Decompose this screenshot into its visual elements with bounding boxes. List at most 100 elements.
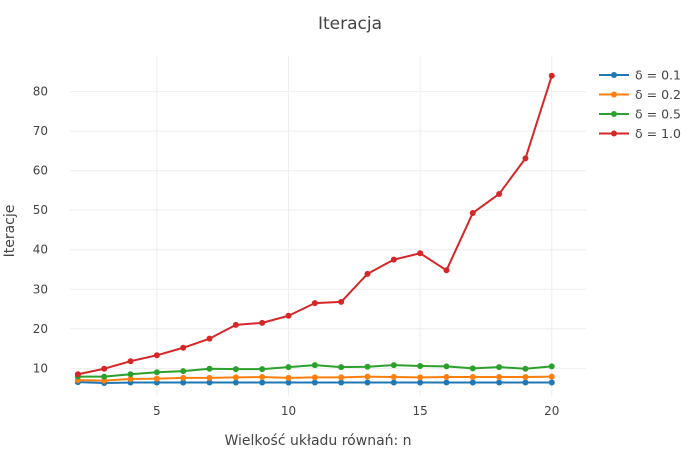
data-point [180, 379, 187, 386]
data-point [469, 209, 476, 216]
series-line [77, 75, 553, 376]
y-tick-label: 30 [33, 282, 48, 296]
data-point [311, 379, 318, 386]
series-3 [74, 362, 555, 380]
legend-marker [611, 111, 617, 117]
data-point [206, 365, 213, 372]
data-point [443, 379, 450, 386]
data-point [180, 344, 187, 351]
data-point [548, 72, 555, 79]
data-point [364, 363, 371, 370]
data-point [417, 379, 424, 386]
data-point [338, 374, 345, 381]
data-point [496, 379, 503, 386]
data-point [496, 364, 503, 371]
data-point [338, 364, 345, 371]
data-point [153, 352, 160, 359]
series-4 [74, 72, 555, 378]
data-point [548, 363, 555, 370]
legend-item[interactable]: δ = 1.0 [599, 126, 681, 141]
data-point [285, 364, 292, 371]
series-layer [74, 72, 555, 386]
data-point [206, 374, 213, 381]
data-point [127, 358, 134, 365]
data-point [364, 379, 371, 386]
data-point [522, 379, 529, 386]
legend-item[interactable]: δ = 0.1 [599, 68, 681, 83]
y-tick-label: 60 [33, 164, 48, 178]
x-tick-label: 15 [413, 404, 428, 418]
legend-marker [611, 72, 617, 78]
data-point [180, 368, 187, 375]
data-point [548, 379, 555, 386]
data-point [74, 371, 81, 378]
data-point [285, 374, 292, 381]
legend[interactable]: δ = 0.1 δ = 0.2 δ = 0.5 δ = 1.0 [599, 68, 681, 142]
legend-item[interactable]: δ = 0.2 [599, 87, 681, 102]
data-point [311, 300, 318, 307]
data-point [390, 256, 397, 263]
data-point [522, 374, 529, 381]
data-point [153, 375, 160, 382]
legend-marker [611, 91, 617, 98]
data-point [259, 379, 266, 386]
series-2 [74, 373, 555, 384]
legend-item[interactable]: δ = 0.5 [599, 107, 681, 122]
tick-labels: 5 10 15 20 10 20 30 40 50 60 70 80 [33, 85, 560, 418]
data-point [285, 379, 292, 386]
x-tick-label: 20 [544, 404, 559, 418]
y-tick-label: 20 [33, 322, 48, 336]
data-point [232, 321, 239, 328]
data-point [232, 379, 239, 386]
y-tick-label: 70 [33, 124, 48, 138]
data-point [259, 319, 266, 326]
legend-marker [611, 130, 617, 137]
y-tick-label: 10 [33, 361, 48, 375]
data-point [443, 363, 450, 370]
data-point [338, 298, 345, 305]
data-point [153, 369, 160, 376]
data-point [390, 379, 397, 386]
y-axis-title: Iteracje [2, 205, 18, 258]
data-point [469, 374, 476, 381]
data-point [443, 267, 450, 274]
data-point [127, 376, 134, 382]
data-point [496, 374, 503, 381]
data-point [338, 379, 345, 386]
data-point [522, 365, 529, 372]
data-point [180, 374, 187, 381]
data-point [311, 362, 318, 369]
data-point [469, 365, 476, 372]
legend-label: δ = 0.5 [635, 107, 681, 122]
data-point [417, 374, 424, 381]
data-point [206, 335, 213, 342]
data-point [364, 270, 371, 277]
data-point [548, 373, 555, 380]
data-point [206, 379, 213, 386]
data-point [232, 366, 239, 373]
y-tick-label: 40 [33, 243, 48, 257]
data-point [285, 312, 292, 319]
data-point [443, 374, 450, 381]
grid [70, 56, 586, 396]
data-point [127, 371, 134, 378]
data-point [364, 373, 371, 380]
x-tick-label: 5 [153, 404, 161, 418]
data-point [522, 155, 529, 162]
y-tick-label: 50 [33, 203, 48, 217]
data-point [469, 379, 476, 386]
data-point [232, 374, 239, 381]
data-point [101, 365, 108, 372]
legend-label: δ = 0.2 [635, 87, 681, 102]
chart-title: Iteracja [318, 14, 382, 34]
x-tick-label: 10 [281, 404, 296, 418]
data-point [259, 366, 266, 373]
legend-label: δ = 0.1 [635, 68, 681, 83]
data-point [390, 374, 397, 381]
data-point [311, 374, 318, 381]
legend-label: δ = 1.0 [635, 126, 681, 141]
data-point [417, 362, 424, 369]
data-point [390, 362, 397, 369]
data-point [101, 373, 108, 380]
